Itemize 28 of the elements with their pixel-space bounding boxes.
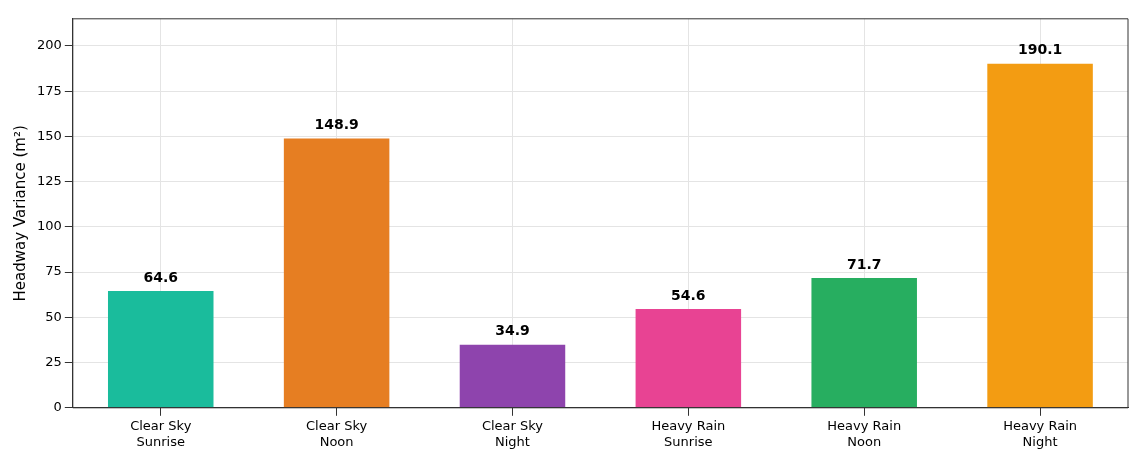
- x-tick-label: Clear Sky Night: [481, 417, 544, 449]
- y-tick-label: 25: [45, 353, 62, 369]
- y-tick-label: 200: [36, 37, 62, 53]
- x-tick-label: Heavy Rain Sunrise: [651, 417, 726, 449]
- y-tick-label: 0: [53, 399, 62, 415]
- x-tick-label: Clear Sky Noon: [306, 417, 368, 449]
- data-label: 54.6: [671, 286, 706, 303]
- y-tick-label: 150: [36, 127, 62, 143]
- data-label: 71.7: [846, 255, 882, 272]
- bar: [635, 309, 742, 408]
- bar: [283, 138, 390, 408]
- data-label: 148.9: [314, 116, 359, 133]
- x-tick-label: Heavy Rain Night: [1003, 417, 1077, 449]
- bar: [459, 344, 566, 408]
- data-label: 190.1: [1017, 41, 1063, 58]
- y-tick-label: 75: [45, 263, 62, 279]
- data-label: 64.6: [143, 268, 179, 285]
- bar: [107, 290, 214, 408]
- data-label: 34.9: [495, 322, 530, 339]
- y-tick-label: 175: [36, 82, 62, 98]
- x-tick-label: Heavy Rain Noon: [827, 417, 902, 449]
- bar: [987, 63, 1093, 408]
- y-axis-title: Headway Variance (m²): [10, 125, 29, 302]
- x-tick-label: Clear Sky Sunrise: [130, 417, 192, 449]
- y-tick-label: 125: [36, 173, 62, 189]
- bar: [811, 278, 917, 408]
- y-tick-label: 100: [36, 218, 62, 234]
- y-tick-label: 50: [45, 308, 62, 324]
